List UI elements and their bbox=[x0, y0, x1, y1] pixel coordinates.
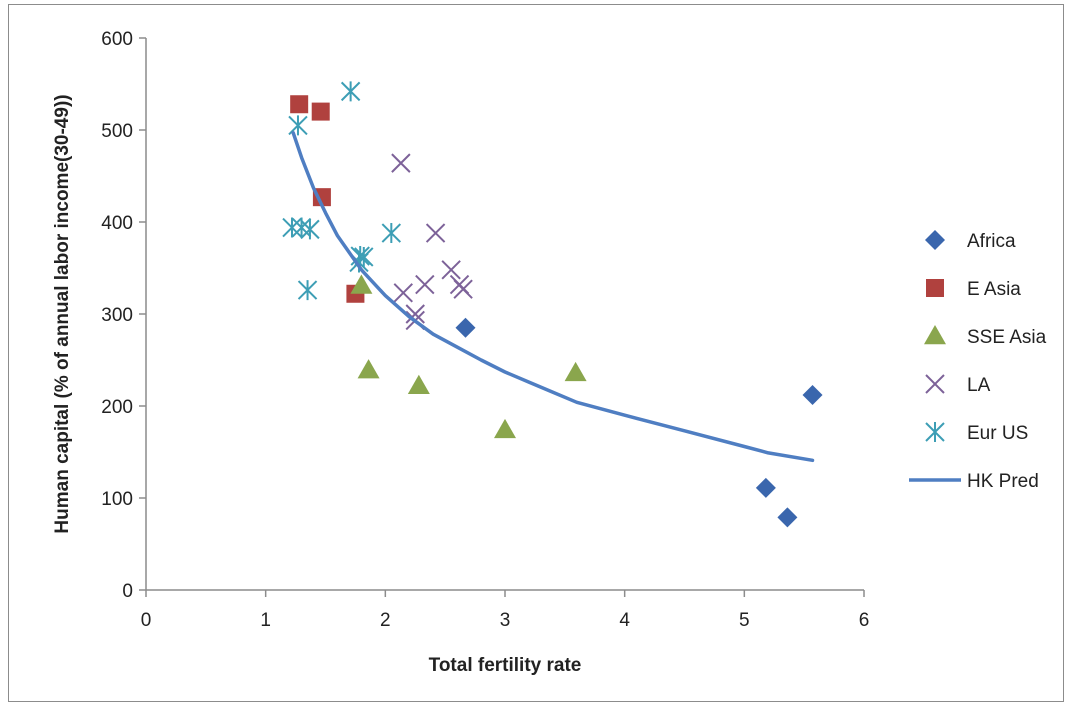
la-point bbox=[405, 304, 425, 324]
legend-swatch bbox=[925, 422, 945, 442]
e-asia-point bbox=[290, 95, 309, 114]
legend-item-eur-us: Eur US bbox=[925, 422, 1028, 444]
la-point bbox=[391, 153, 411, 173]
legend-item-africa: Africa bbox=[925, 230, 1016, 252]
y-tick-marks bbox=[139, 37, 146, 591]
y-tick-label: 600 bbox=[101, 29, 133, 50]
africa-point bbox=[802, 384, 823, 405]
eur-us-point bbox=[282, 217, 302, 238]
x-tick-label: 3 bbox=[500, 610, 511, 631]
legend-label: LA bbox=[967, 375, 991, 396]
series-africa bbox=[455, 317, 823, 528]
y-tick-label: 200 bbox=[101, 397, 133, 418]
africa-point bbox=[755, 477, 776, 498]
legend-label: E Asia bbox=[967, 279, 1021, 300]
x-tick-label: 6 bbox=[859, 610, 870, 631]
la-point bbox=[453, 279, 473, 299]
legend-swatch bbox=[925, 374, 945, 394]
chart-frame bbox=[8, 4, 1064, 702]
eur-us-point bbox=[300, 219, 320, 240]
africa-point bbox=[455, 317, 476, 338]
x-tick-marks bbox=[145, 590, 865, 597]
x-tick-label: 1 bbox=[260, 610, 271, 631]
sse-asia-point bbox=[357, 359, 380, 379]
series-hk-pred-line bbox=[291, 131, 815, 463]
series-la bbox=[391, 153, 473, 331]
legend-swatch bbox=[926, 279, 944, 297]
legend-label: HK Pred bbox=[967, 471, 1039, 492]
y-tick-labels: 0 100 200 300 400 500 600 bbox=[101, 29, 133, 602]
la-point bbox=[415, 274, 435, 295]
legend-item-la: LA bbox=[925, 374, 991, 396]
legend-item-hk-pred: HK Pred bbox=[909, 471, 1039, 492]
legend: Africa E Asia SSE Asia LA Eur US HK Pred bbox=[909, 230, 1047, 492]
x-tick-label: 4 bbox=[619, 610, 630, 631]
y-axis-title: Human capital (% of annual labor income(… bbox=[52, 94, 73, 533]
y-tick-label: 400 bbox=[101, 213, 133, 234]
eur-us-point bbox=[297, 280, 318, 301]
y-tick-label: 100 bbox=[101, 489, 133, 510]
x-axis-title: Total fertility rate bbox=[429, 655, 582, 676]
legend-label: SSE Asia bbox=[967, 327, 1047, 348]
sse-asia-point bbox=[407, 374, 430, 395]
legend-item-e-asia: E Asia bbox=[926, 279, 1021, 300]
eur-us-point bbox=[340, 81, 361, 102]
x-tick-label: 2 bbox=[380, 610, 391, 631]
series-layer bbox=[282, 81, 823, 528]
series-e-asia bbox=[290, 95, 365, 303]
legend-item-sse-asia: SSE Asia bbox=[924, 325, 1047, 348]
x-tick-label: 5 bbox=[739, 610, 750, 631]
axes bbox=[139, 37, 865, 597]
la-point bbox=[441, 260, 461, 280]
x-tick-label: 0 bbox=[141, 610, 152, 631]
legend-swatch bbox=[924, 325, 946, 345]
eur-us-point bbox=[381, 223, 402, 244]
la-point bbox=[393, 283, 413, 303]
y-tick-label: 0 bbox=[122, 581, 133, 602]
y-tick-label: 500 bbox=[101, 121, 133, 142]
y-tick-label: 300 bbox=[101, 305, 133, 326]
series-eur-us bbox=[282, 81, 402, 301]
legend-label: Eur US bbox=[967, 423, 1028, 444]
series-sse-asia bbox=[350, 274, 587, 439]
legend-swatch bbox=[925, 230, 945, 250]
legend-label: Africa bbox=[967, 231, 1016, 252]
africa-point bbox=[777, 507, 798, 528]
la-point bbox=[425, 223, 446, 243]
eur-us-point bbox=[288, 115, 308, 136]
sse-asia-point bbox=[564, 361, 587, 382]
sse-asia-point bbox=[350, 274, 373, 294]
sse-asia-point bbox=[494, 418, 516, 439]
e-asia-point bbox=[311, 102, 330, 121]
x-tick-labels: 0 1 2 3 4 5 6 bbox=[141, 610, 870, 631]
